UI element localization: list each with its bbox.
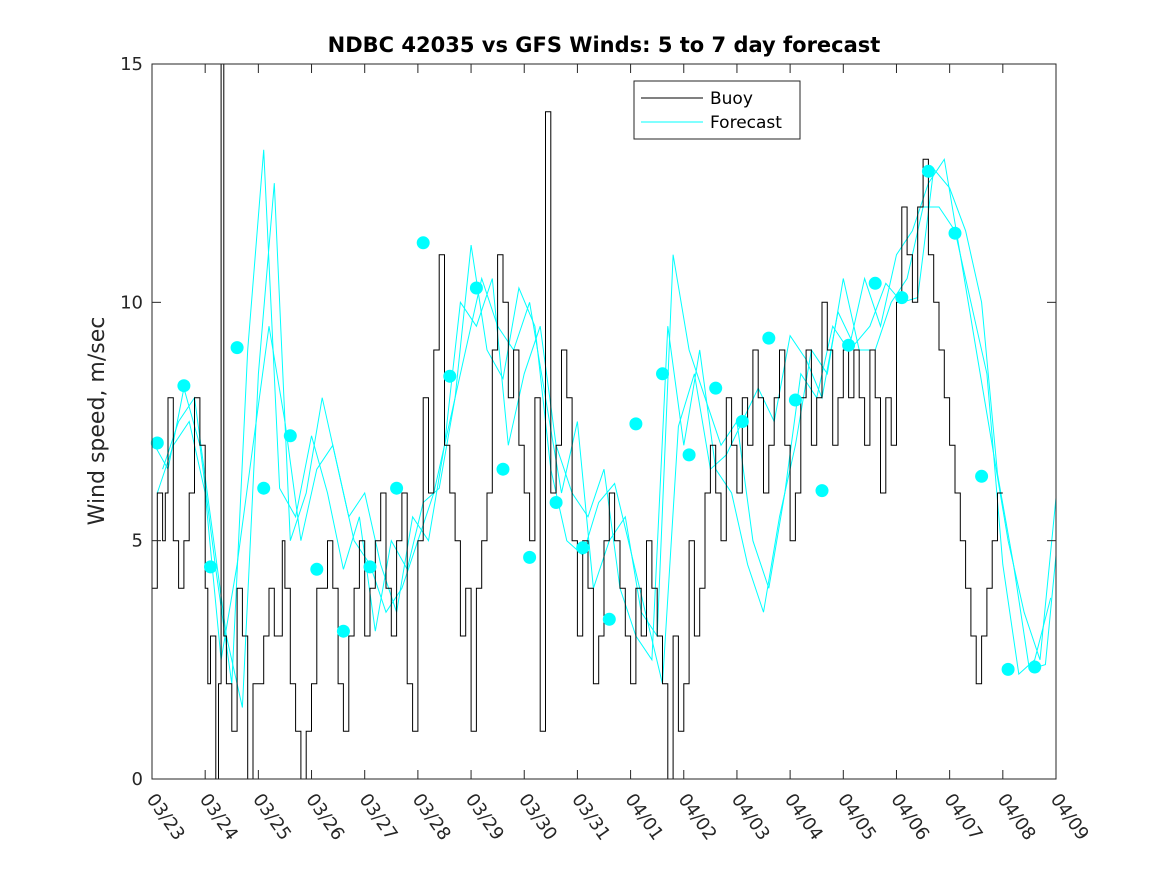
forecast-marker <box>549 496 563 509</box>
y-tick-label: 5 <box>132 531 143 552</box>
legend-box <box>633 80 801 140</box>
forecast-marker <box>443 369 457 383</box>
forecast-marker <box>788 393 802 407</box>
buoy-line <box>152 63 1003 780</box>
y-axis-label: Wind speed, m/sec <box>85 317 110 526</box>
forecast-marker <box>762 331 776 345</box>
forecast-marker <box>1001 662 1015 676</box>
forecast-marker <box>682 448 696 462</box>
forecast-marker <box>576 541 590 555</box>
forecast-marker <box>469 281 483 295</box>
forecast-marker <box>868 276 882 290</box>
forecast-marker <box>948 226 962 240</box>
forecast-marker <box>629 417 643 431</box>
forecast-marker <box>336 624 350 638</box>
forecast-marker <box>975 469 989 483</box>
plot-background <box>152 64 1056 779</box>
forecast-marker <box>1028 660 1042 674</box>
forecast-marker <box>523 550 537 564</box>
forecast-marker <box>257 481 271 495</box>
y-tick-label: 10 <box>120 292 143 313</box>
forecast-line-1 <box>151 149 1057 684</box>
forecast-marker <box>602 612 616 626</box>
forecast-marker <box>921 164 935 178</box>
forecast-marker <box>735 415 749 428</box>
forecast-marker <box>283 429 297 443</box>
forecast-marker <box>656 367 669 381</box>
y-tick-label: 0 <box>132 769 143 790</box>
forecast-marker <box>709 381 723 395</box>
forecast-marker <box>895 291 909 305</box>
forecast-marker <box>230 341 244 355</box>
legend-forecast-label: Forecast <box>710 113 782 133</box>
legend[interactable]: Buoy Forecast <box>633 80 801 140</box>
forecast-marker <box>363 560 377 574</box>
legend-buoy-label: Buoy <box>710 89 753 109</box>
plot-frame <box>151 63 1057 780</box>
forecast-marker <box>496 462 510 476</box>
chart-title: NDBC 42035 vs GFS Winds: 5 to 7 day fore… <box>328 33 881 57</box>
forecast-marker <box>416 236 430 250</box>
series-layer <box>150 63 1057 780</box>
forecast-marker <box>842 338 856 352</box>
forecast-marker <box>204 560 217 574</box>
forecast-marker <box>310 562 324 576</box>
forecast-marker <box>815 484 829 498</box>
y-tick-label: 15 <box>120 54 143 75</box>
forecast-marker <box>150 436 164 450</box>
forecast-marker <box>390 481 404 495</box>
forecast-marker <box>177 379 191 393</box>
